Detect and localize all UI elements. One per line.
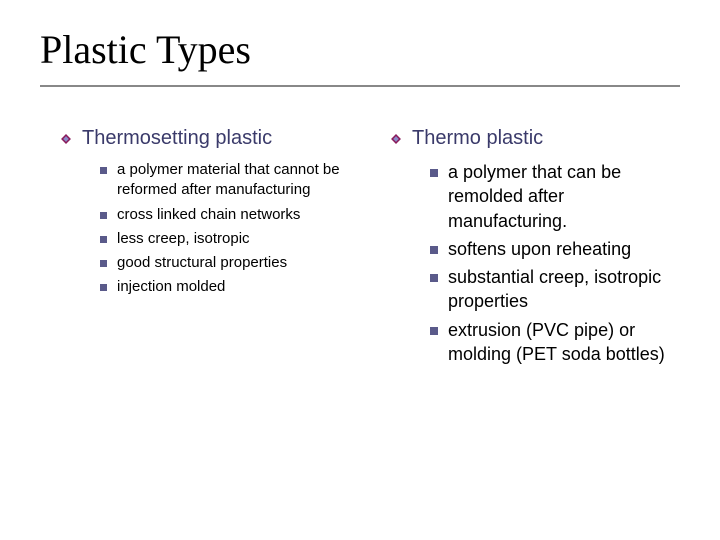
list-item: good structural properties	[100, 253, 350, 273]
list-item: cross linked chain networks	[100, 205, 350, 225]
left-heading-text: Thermosetting plastic	[82, 127, 272, 150]
list-item: less creep, isotropic	[100, 229, 350, 249]
slide: Plastic Types Thermosetting plastic a po…	[0, 0, 720, 390]
list-item: extrusion (PVC pipe) or molding (PET sod…	[430, 318, 680, 367]
item-text: extrusion (PVC pipe) or molding (PET sod…	[448, 318, 680, 367]
left-heading-row: Thermosetting plastic	[60, 127, 350, 150]
square-icon	[430, 274, 438, 282]
right-column: Thermo plastic a polymer that can be rem…	[370, 127, 680, 370]
square-icon	[430, 327, 438, 335]
list-item: injection molded	[100, 277, 350, 297]
item-text: softens upon reheating	[448, 237, 631, 261]
right-heading-row: Thermo plastic	[390, 127, 680, 150]
list-item: a polymer that can be remolded after man…	[430, 160, 680, 233]
square-icon	[100, 212, 107, 219]
page-title: Plastic Types	[40, 20, 680, 87]
right-sub-list: a polymer that can be remolded after man…	[430, 160, 680, 366]
list-item: softens upon reheating	[430, 237, 680, 261]
diamond-icon	[60, 133, 72, 145]
item-text: good structural properties	[117, 253, 287, 273]
square-icon	[430, 169, 438, 177]
list-item: a polymer material that cannot be reform…	[100, 160, 350, 201]
item-text: a polymer material that cannot be reform…	[117, 160, 350, 201]
right-heading-text: Thermo plastic	[412, 127, 543, 150]
left-column: Thermosetting plastic a polymer material…	[40, 127, 350, 370]
list-item: substantial creep, isotropic properties	[430, 265, 680, 314]
item-text: a polymer that can be remolded after man…	[448, 160, 680, 233]
square-icon	[100, 260, 107, 267]
item-text: substantial creep, isotropic properties	[448, 265, 680, 314]
diamond-icon	[390, 133, 402, 145]
columns-container: Thermosetting plastic a polymer material…	[40, 127, 680, 370]
left-sub-list: a polymer material that cannot be reform…	[100, 160, 350, 298]
item-text: injection molded	[117, 277, 225, 297]
square-icon	[100, 167, 107, 174]
item-text: less creep, isotropic	[117, 229, 250, 249]
item-text: cross linked chain networks	[117, 205, 300, 225]
square-icon	[100, 236, 107, 243]
square-icon	[100, 284, 107, 291]
square-icon	[430, 246, 438, 254]
